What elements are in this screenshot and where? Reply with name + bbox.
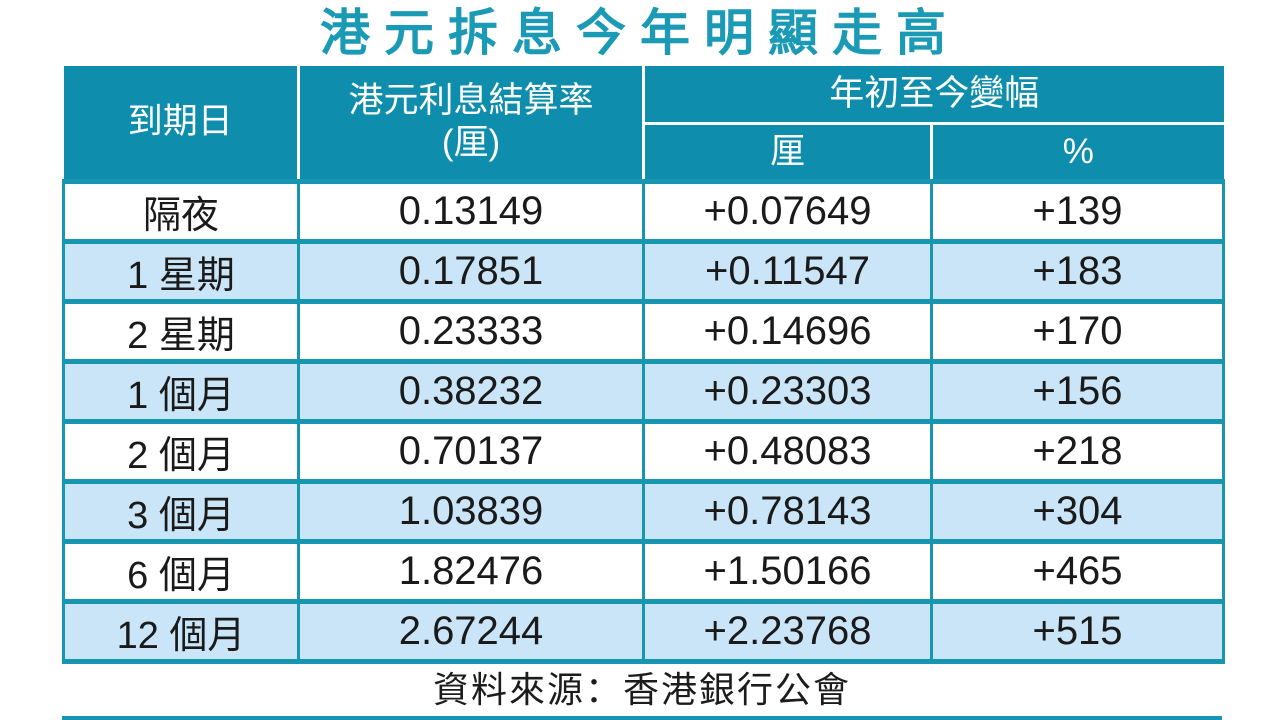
- rate-cell: 0.13149: [297, 178, 645, 244]
- col-header-change-percent: %: [929, 121, 1224, 183]
- rate-cell: 0.23333: [297, 298, 645, 364]
- rate-cell: 1.82476: [297, 538, 645, 604]
- hibor-table: 到期日 港元利息結算率 (厘) 年初至今變幅 厘 % 隔夜 0.13149 +0…: [62, 66, 1226, 664]
- col-header-maturity: 到期日: [63, 66, 300, 183]
- table-row: 2 星期 0.23333 +0.14696 +170: [62, 298, 1226, 364]
- maturity-cell: 隔夜: [62, 178, 300, 244]
- change-percent-cell: +218: [929, 418, 1226, 484]
- maturity-cell: 1 個月: [62, 358, 300, 424]
- col-header-change-points: 厘: [643, 121, 933, 183]
- maturity-cell: 6 個月: [62, 538, 300, 604]
- change-percent-cell: +515: [929, 598, 1226, 664]
- col-header-rate-line2: (厘): [441, 123, 501, 163]
- change-points-cell: +1.50166: [642, 538, 933, 604]
- change-points-cell: +0.11547: [642, 238, 933, 304]
- rate-cell: 0.70137: [297, 418, 645, 484]
- rate-cell: 1.03839: [297, 478, 645, 544]
- change-percent-cell: +304: [929, 478, 1226, 544]
- change-percent-cell: +170: [929, 298, 1226, 364]
- change-percent-cell: +139: [929, 178, 1226, 244]
- chart-title: 港元拆息今年明顯走高: [320, 5, 960, 61]
- change-points-cell: +0.14696: [642, 298, 933, 364]
- change-percent-cell: +156: [929, 358, 1226, 424]
- table-row: 3 個月 1.03839 +0.78143 +304: [62, 478, 1226, 544]
- rate-cell: 0.17851: [297, 238, 645, 304]
- source-note: 資料來源：香港銀行公會: [432, 668, 851, 710]
- maturity-cell: 3 個月: [62, 478, 300, 544]
- bottom-divider: [62, 715, 1222, 720]
- rate-cell: 2.67244: [297, 598, 645, 664]
- col-header-ytd-change-group: 年初至今變幅: [641, 66, 1224, 125]
- col-header-rate-line1: 港元利息結算率: [348, 81, 594, 121]
- maturity-cell: 12 個月: [62, 598, 300, 664]
- table-row: 隔夜 0.13149 +0.07649 +139: [62, 178, 1226, 244]
- table-row: 12 個月 2.67244 +2.23768 +515: [62, 598, 1226, 664]
- rate-cell: 0.38232: [297, 358, 645, 424]
- change-percent-cell: +465: [929, 538, 1226, 604]
- col-header-rate: 港元利息結算率 (厘): [297, 66, 645, 183]
- change-points-cell: +0.78143: [642, 478, 933, 544]
- change-points-cell: +2.23768: [642, 598, 933, 664]
- table-row: 2 個月 0.70137 +0.48083 +218: [62, 418, 1226, 484]
- table-header: 到期日 港元利息結算率 (厘) 年初至今變幅 厘 %: [63, 66, 1224, 183]
- table-row: 6 個月 1.82476 +1.50166 +465: [62, 538, 1226, 604]
- table-body: 隔夜 0.13149 +0.07649 +139 1 星期 0.17851 +0…: [62, 178, 1226, 664]
- change-points-cell: +0.48083: [642, 418, 933, 484]
- maturity-cell: 1 星期: [62, 238, 300, 304]
- maturity-cell: 2 個月: [62, 418, 300, 484]
- maturity-cell: 2 星期: [62, 298, 300, 364]
- table-row: 1 個月 0.38232 +0.23303 +156: [62, 358, 1226, 424]
- table-row: 1 星期 0.17851 +0.11547 +183: [62, 238, 1226, 304]
- change-points-cell: +0.07649: [642, 178, 933, 244]
- change-points-cell: +0.23303: [642, 358, 933, 424]
- change-percent-cell: +183: [929, 238, 1226, 304]
